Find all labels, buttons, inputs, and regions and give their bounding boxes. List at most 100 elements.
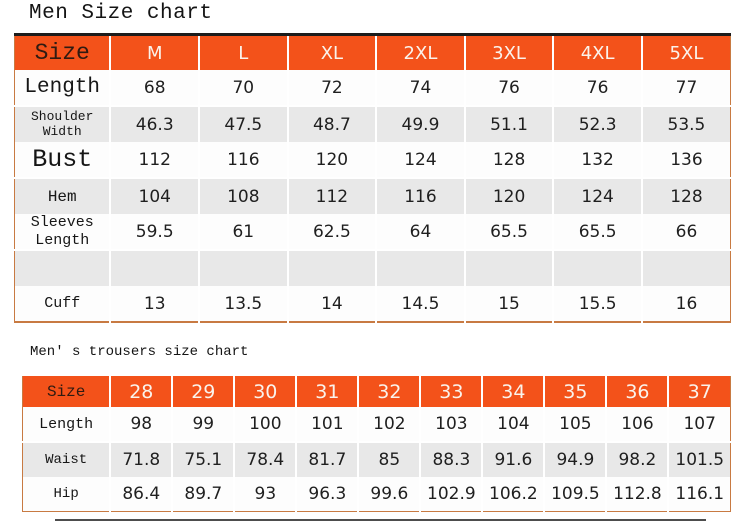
row-label: Length: [22, 407, 111, 442]
value-cell: 116.1: [667, 477, 731, 512]
value-cell: 101: [295, 407, 359, 442]
value-cell: 52.3: [552, 105, 642, 142]
value-cell: 88.3: [419, 441, 483, 477]
value-cell: 13.5: [198, 286, 288, 322]
value-cell: 98.2: [605, 441, 669, 477]
value-cell: 136: [640, 142, 731, 178]
row-label: Sleeves Length: [14, 214, 111, 250]
value-cell: 13: [109, 286, 200, 322]
value-cell: 106.2: [481, 477, 545, 512]
value-cell: 64: [375, 214, 465, 250]
value-cell: 132: [552, 142, 642, 178]
value-cell: 102: [357, 407, 421, 442]
size-col-28: 28: [109, 374, 173, 407]
row-label: Bust: [14, 142, 111, 178]
page-bottom-rule: [55, 519, 706, 521]
size-col-3xl: 3XL: [463, 33, 554, 70]
value-cell: 70: [198, 70, 288, 106]
value-cell: [286, 249, 377, 286]
value-cell: [198, 249, 288, 286]
row-label: Hip: [22, 477, 111, 512]
value-cell: 116: [198, 142, 288, 178]
value-cell: 76: [552, 70, 642, 106]
value-cell: 15: [463, 286, 554, 322]
value-cell: 116: [375, 177, 465, 214]
value-cell: 89.7: [171, 477, 235, 512]
value-cell: 49.9: [375, 105, 465, 142]
row-label: Cuff: [14, 286, 111, 322]
value-cell: 128: [640, 177, 731, 214]
value-cell: 99: [171, 407, 235, 442]
size-col-33: 33: [419, 374, 483, 407]
value-cell: 48.7: [286, 105, 377, 142]
value-cell: 108: [198, 177, 288, 214]
row-label: Waist: [22, 441, 111, 477]
table-row-trouser-length: Length 98 99 100 101 102 103 104 105 106…: [22, 407, 731, 442]
value-cell: 65.5: [552, 214, 642, 250]
value-cell: [640, 249, 731, 286]
size-col-5xl: 5XL: [640, 33, 731, 70]
value-cell: 65.5: [463, 214, 554, 250]
value-cell: 86.4: [109, 477, 173, 512]
value-cell: 59.5: [109, 214, 200, 250]
value-cell: [375, 249, 465, 286]
value-cell: 101.5: [667, 441, 731, 477]
value-cell: 68: [109, 70, 200, 106]
value-cell: 78.4: [233, 441, 297, 477]
value-cell: 71.8: [109, 441, 173, 477]
row-label: Shoulder Width: [14, 105, 111, 142]
trousers-size-table: Size 28 29 30 31 32 33 34 35 36 37 Lengt…: [22, 374, 731, 512]
row-label: Hem: [14, 177, 111, 214]
value-cell: 120: [463, 177, 554, 214]
value-cell: 102.9: [419, 477, 483, 512]
value-cell: 104: [481, 407, 545, 442]
value-cell: 81.7: [295, 441, 359, 477]
value-cell: 128: [463, 142, 554, 178]
value-cell: 106: [605, 407, 669, 442]
value-cell: 104: [109, 177, 200, 214]
value-cell: 72: [286, 70, 377, 106]
table-row-waist: Waist 71.8 75.1 78.4 81.7 85 88.3 91.6 9…: [22, 441, 731, 477]
size-col-xl: XL: [286, 33, 377, 70]
value-cell: 61: [198, 214, 288, 250]
size-col-30: 30: [233, 374, 297, 407]
row-label: [14, 249, 111, 286]
value-cell: 16: [640, 286, 731, 322]
value-cell: 96.3: [295, 477, 359, 512]
size-header-label: Size: [14, 33, 111, 70]
size-col-2xl: 2XL: [375, 33, 465, 70]
value-cell: 105: [543, 407, 607, 442]
value-cell: 120: [286, 142, 377, 178]
value-cell: 76: [463, 70, 554, 106]
size-col-l: L: [198, 33, 288, 70]
size-col-31: 31: [295, 374, 359, 407]
table-row-hem: Hem 104 108 112 116 120 124 128: [14, 177, 731, 214]
table-row-length: Length 68 70 72 74 76 76 77: [14, 70, 731, 106]
value-cell: 14.5: [375, 286, 465, 322]
value-cell: 124: [552, 177, 642, 214]
table-row-bust: Bust 112 116 120 124 128 132 136: [14, 142, 731, 178]
value-cell: 15.5: [552, 286, 642, 322]
value-cell: [109, 249, 200, 286]
value-cell: [552, 249, 642, 286]
value-cell: 46.3: [109, 105, 200, 142]
size-col-34: 34: [481, 374, 545, 407]
value-cell: [463, 249, 554, 286]
value-cell: 74: [375, 70, 465, 106]
value-cell: 51.1: [463, 105, 554, 142]
value-cell: 85: [357, 441, 421, 477]
value-cell: 103: [419, 407, 483, 442]
value-cell: 94.9: [543, 441, 607, 477]
table-row-sleeves-length: Sleeves Length 59.5 61 62.5 64 65.5 65.5…: [14, 214, 731, 250]
trousers-size-chart-title: Men' s trousers size chart: [30, 344, 249, 360]
trousers-table-header-row: Size 28 29 30 31 32 33 34 35 36 37: [22, 374, 731, 407]
value-cell: 107: [667, 407, 731, 442]
value-cell: 91.6: [481, 441, 545, 477]
value-cell: 112: [286, 177, 377, 214]
size-col-m: M: [109, 33, 200, 70]
size-col-35: 35: [543, 374, 607, 407]
value-cell: 112: [109, 142, 200, 178]
value-cell: 47.5: [198, 105, 288, 142]
table-row-empty: [14, 249, 731, 286]
